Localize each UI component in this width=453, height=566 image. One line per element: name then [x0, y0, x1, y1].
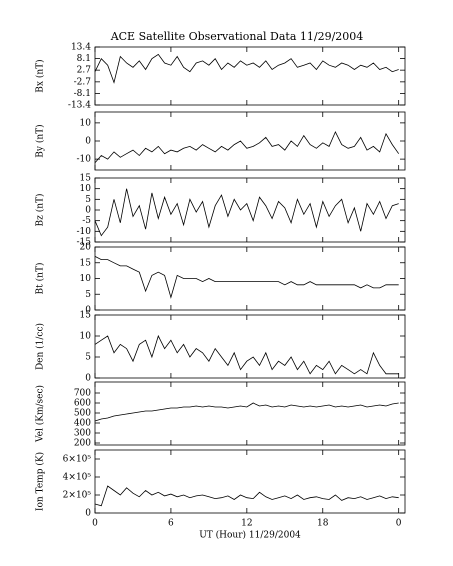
y-tick-label: -13.4 — [68, 101, 91, 111]
y-tick-label: -2.7 — [74, 77, 92, 87]
y-tick-label: 15 — [80, 174, 92, 184]
data-line — [94, 53, 399, 84]
y-tick-label: 15 — [80, 258, 92, 268]
y-tick-label: 4×10⁵ — [63, 473, 92, 483]
y-tick-label: 400 — [74, 419, 91, 429]
y-tick-label: 6×10⁵ — [63, 455, 92, 465]
y-tick-label: 2.7 — [77, 66, 92, 76]
data-line — [94, 334, 399, 375]
y-tick-label: 5 — [85, 290, 91, 300]
y-tick-label: 0 — [85, 509, 91, 519]
y-tick-label: -10 — [77, 227, 92, 237]
y-axis-label: Vel (Km/sec) — [35, 385, 46, 443]
y-tick-label: 13.4 — [71, 43, 91, 53]
x-tick-label: 0 — [396, 519, 402, 529]
y-tick-label: 5 — [85, 195, 91, 205]
y-tick-label: 700 — [74, 389, 91, 399]
x-tick-label: 0 — [92, 519, 98, 529]
data-line — [94, 188, 399, 237]
x-axis-label: UT (Hour) 11/29/2004 — [199, 530, 301, 541]
chart-title: ACE Satellite Observational Data 11/29/2… — [110, 30, 364, 43]
y-axis-label: Den (1/cc) — [35, 323, 46, 370]
y-tick-label: 0 — [85, 137, 91, 147]
x-tick-label: 6 — [168, 519, 174, 529]
panel-frame — [94, 381, 406, 446]
y-tick-label: 10 — [80, 274, 92, 284]
y-tick-label: 600 — [74, 399, 91, 409]
data-line — [94, 256, 399, 299]
y-tick-label: -8.1 — [74, 89, 91, 99]
y-tick-label: 15 — [80, 311, 92, 321]
panel-frame — [94, 449, 406, 514]
y-tick-label: -5 — [82, 216, 91, 226]
y-tick-label: 300 — [74, 429, 91, 439]
y-tick-label: 2×10⁵ — [63, 491, 92, 501]
y-tick-label: 20 — [80, 243, 92, 253]
y-tick-label: 0 — [85, 374, 91, 384]
panel-frame — [94, 46, 406, 106]
y-tick-label: 10 — [80, 118, 92, 128]
panel-frame — [94, 177, 406, 243]
y-tick-label: -10 — [77, 155, 92, 165]
y-tick-label: 200 — [74, 439, 91, 449]
y-axis-label: Ion Temp (K) — [35, 452, 46, 511]
y-tick-label: 0 — [85, 306, 91, 316]
y-tick-label: 0 — [85, 206, 91, 216]
y-axis-label: Bx (nT) — [35, 59, 46, 92]
data-line — [94, 485, 399, 507]
panel-frame — [94, 314, 406, 379]
data-line — [94, 130, 400, 164]
data-line — [94, 402, 399, 422]
y-axis-label: Bt (nT) — [35, 263, 46, 295]
y-tick-label: 500 — [74, 409, 91, 419]
y-axis-label: Bz (nT) — [35, 193, 46, 226]
x-tick-label: 12 — [241, 519, 252, 529]
y-tick-label: -15 — [77, 238, 92, 248]
y-axis-label: By (nT) — [35, 124, 46, 157]
y-tick-label: 8.1 — [77, 54, 91, 64]
x-tick-label: 18 — [317, 519, 329, 529]
y-tick-label: 10 — [80, 332, 92, 342]
y-tick-label: 10 — [80, 184, 92, 194]
y-tick-label: 5 — [85, 353, 91, 363]
